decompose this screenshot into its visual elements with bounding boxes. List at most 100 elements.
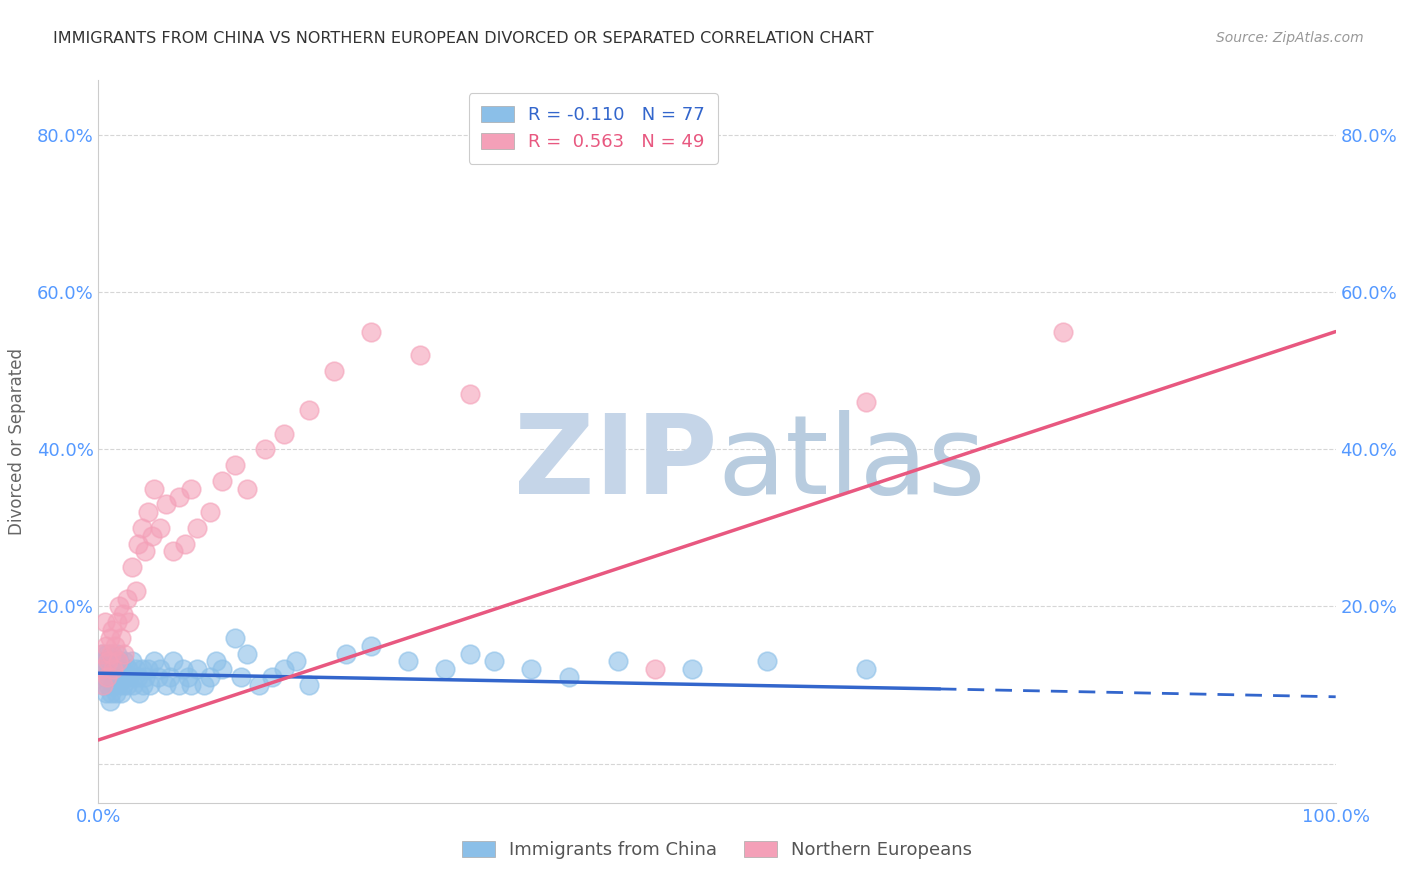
Point (644, 662, 666, 676)
Point (229, 670, 252, 684)
Point (211, 474, 233, 488)
Point (97, 678, 120, 692)
Point (174, 536, 197, 550)
Point (122, 678, 145, 692)
Point (105, 662, 128, 676)
Point (101, 623, 124, 637)
Point (103, 639, 125, 653)
Point (115, 678, 138, 692)
Point (103, 662, 125, 676)
Point (100, 655, 122, 669)
Point (236, 482, 259, 496)
Point (112, 655, 135, 669)
Point (132, 678, 155, 692)
Point (254, 442, 277, 457)
Text: IMMIGRANTS FROM CHINA VS NORTHERN EUROPEAN DIVORCED OR SEPARATED CORRELATION CHA: IMMIGRANTS FROM CHINA VS NORTHERN EUROPE… (53, 31, 875, 46)
Point (100, 670, 122, 684)
Point (198, 670, 221, 684)
Point (115, 591, 138, 606)
Point (247, 678, 270, 692)
Point (159, 670, 181, 684)
Point (136, 662, 159, 676)
Point (180, 678, 202, 692)
Point (121, 655, 143, 669)
Point (110, 686, 132, 700)
Point (111, 662, 134, 676)
Point (1052, 325, 1074, 339)
Point (124, 662, 146, 676)
Point (124, 583, 146, 598)
Point (167, 490, 190, 504)
Point (105, 615, 128, 630)
Point (433, 662, 456, 676)
Point (143, 655, 166, 669)
Point (180, 482, 202, 496)
Point (103, 678, 125, 692)
Point (131, 662, 153, 676)
Point (134, 544, 156, 558)
Point (127, 536, 149, 550)
Point (103, 655, 125, 669)
Point (172, 662, 194, 676)
Point (90, 662, 112, 676)
Point (112, 647, 135, 661)
Point (285, 655, 308, 669)
Point (114, 670, 136, 684)
Point (167, 678, 190, 692)
Point (110, 670, 132, 684)
Point (107, 678, 129, 692)
Point (155, 678, 177, 692)
Point (755, 655, 778, 669)
Point (134, 670, 156, 684)
Point (458, 387, 481, 401)
Point (162, 655, 184, 669)
Point (149, 521, 172, 535)
Point (855, 395, 877, 409)
Point (396, 655, 419, 669)
Point (98, 631, 121, 645)
Point (117, 662, 139, 676)
Point (93, 678, 115, 692)
Text: Source: ZipAtlas.com: Source: ZipAtlas.com (1216, 31, 1364, 45)
Point (322, 364, 344, 378)
Point (94, 639, 117, 653)
Point (176, 670, 198, 684)
Point (143, 482, 166, 496)
Point (112, 607, 135, 622)
Point (110, 631, 132, 645)
Point (557, 670, 579, 684)
Point (112, 678, 135, 692)
Point (198, 505, 221, 519)
Point (97, 655, 120, 669)
Point (298, 403, 321, 417)
Point (93, 670, 115, 684)
Point (91, 647, 114, 661)
Point (103, 662, 125, 676)
Point (855, 662, 877, 676)
Point (193, 678, 215, 692)
Text: atlas: atlas (717, 409, 986, 516)
Point (108, 655, 131, 669)
Point (360, 639, 382, 653)
Point (118, 670, 141, 684)
Point (105, 647, 128, 661)
Point (94, 686, 117, 700)
Point (458, 647, 481, 661)
Point (224, 458, 246, 472)
Point (121, 560, 143, 574)
Point (128, 686, 150, 700)
Point (118, 615, 141, 630)
Point (236, 647, 259, 661)
Point (93, 615, 115, 630)
Point (224, 631, 246, 645)
Point (186, 521, 208, 535)
Y-axis label: Divorced or Separated: Divorced or Separated (7, 348, 25, 535)
Point (681, 662, 703, 676)
Point (273, 662, 295, 676)
Point (260, 670, 283, 684)
Point (273, 426, 295, 441)
Point (103, 670, 125, 684)
Point (146, 670, 169, 684)
Point (484, 655, 506, 669)
Point (96, 647, 118, 661)
